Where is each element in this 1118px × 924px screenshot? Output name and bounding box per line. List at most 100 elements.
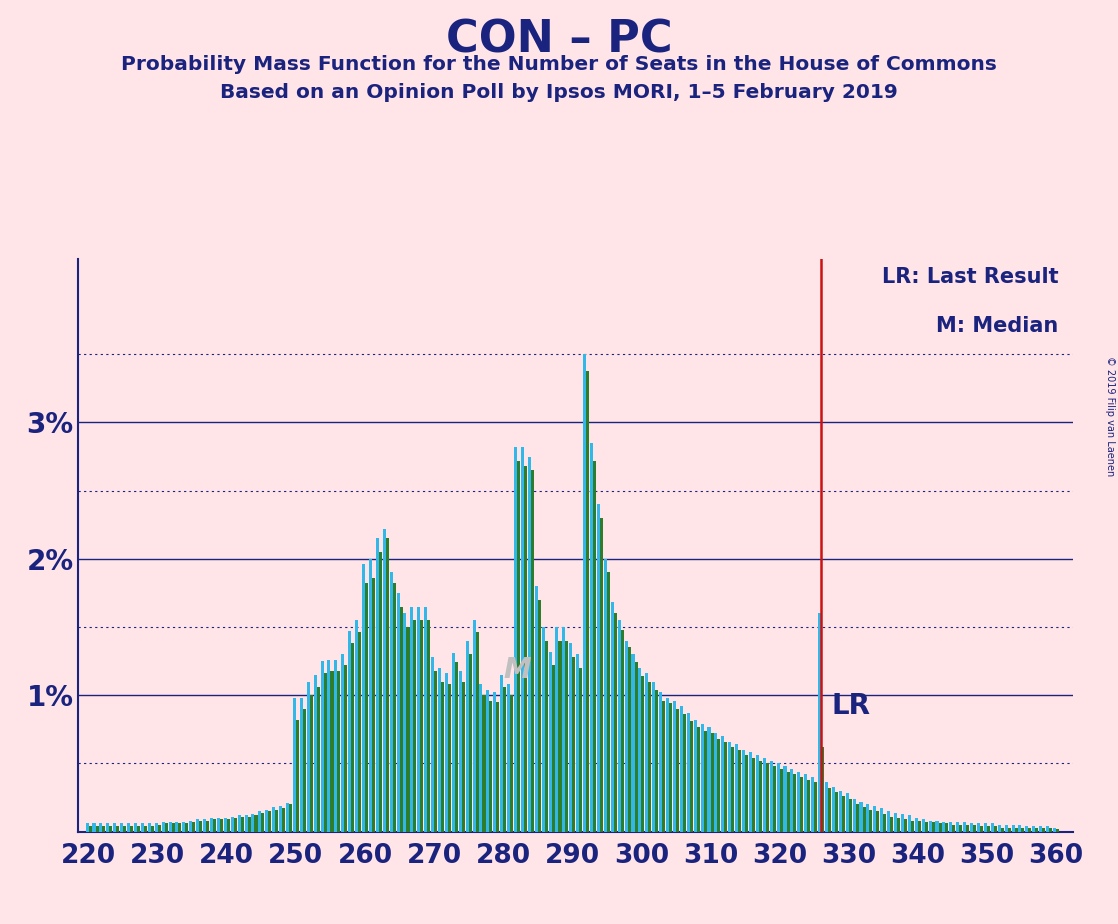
Bar	[818, 614, 821, 832]
Bar	[210, 818, 214, 832]
Bar	[632, 654, 635, 832]
Bar	[579, 668, 582, 832]
Bar	[176, 822, 179, 832]
Bar	[936, 821, 938, 832]
Bar	[686, 713, 690, 832]
Bar	[399, 606, 402, 832]
Bar	[386, 539, 389, 832]
Bar	[984, 823, 987, 832]
Bar	[911, 821, 913, 832]
Bar	[638, 668, 642, 832]
Bar	[1042, 828, 1045, 832]
Bar	[645, 674, 648, 832]
Bar	[275, 809, 278, 832]
Bar	[562, 627, 566, 832]
Bar	[524, 466, 527, 832]
Bar	[714, 734, 718, 832]
Bar	[1005, 825, 1007, 832]
Bar	[517, 460, 520, 832]
Bar	[154, 823, 158, 832]
Bar	[1046, 826, 1049, 832]
Bar	[901, 814, 904, 832]
Bar	[697, 726, 700, 832]
Bar	[480, 685, 483, 832]
Bar	[338, 671, 340, 832]
Bar	[255, 815, 257, 832]
Bar	[987, 826, 989, 832]
Bar	[473, 620, 475, 832]
Bar	[151, 826, 154, 832]
Bar	[566, 640, 568, 832]
Bar	[956, 822, 959, 832]
Bar	[1025, 826, 1029, 832]
Bar	[627, 648, 631, 832]
Bar	[538, 600, 541, 832]
Bar	[414, 620, 416, 832]
Bar	[860, 802, 862, 832]
Bar	[607, 573, 610, 832]
Bar	[392, 583, 396, 832]
Bar	[252, 814, 255, 832]
Bar	[814, 783, 817, 832]
Bar	[404, 614, 407, 832]
Bar	[510, 695, 513, 832]
Bar	[141, 823, 144, 832]
Bar	[282, 808, 285, 832]
Bar	[921, 820, 925, 832]
Bar	[490, 700, 492, 832]
Bar	[942, 822, 946, 832]
Bar	[756, 755, 759, 832]
Bar	[946, 823, 948, 832]
Bar	[559, 640, 561, 832]
Bar	[148, 823, 151, 832]
Bar	[290, 804, 292, 832]
Bar	[88, 826, 92, 832]
Bar	[397, 593, 399, 832]
Bar	[963, 822, 966, 832]
Bar	[832, 786, 835, 832]
Bar	[800, 777, 804, 832]
Bar	[812, 777, 814, 832]
Bar	[690, 721, 693, 832]
Bar	[455, 663, 458, 832]
Bar	[364, 583, 368, 832]
Bar	[227, 820, 230, 832]
Bar	[272, 807, 275, 832]
Bar	[293, 698, 296, 832]
Bar	[569, 643, 572, 832]
Bar	[130, 826, 133, 832]
Bar	[904, 820, 907, 832]
Bar	[784, 766, 787, 832]
Bar	[144, 826, 146, 832]
Bar	[508, 685, 510, 832]
Bar	[247, 817, 250, 832]
Bar	[528, 456, 531, 832]
Bar	[420, 620, 424, 832]
Bar	[773, 766, 776, 832]
Bar	[389, 573, 392, 832]
Bar	[777, 763, 779, 832]
Bar	[258, 811, 262, 832]
Bar	[86, 823, 88, 832]
Text: Based on an Opinion Poll by Ipsos MORI, 1–5 February 2019: Based on an Opinion Poll by Ipsos MORI, …	[220, 83, 898, 103]
Bar	[240, 817, 244, 832]
Bar	[310, 695, 313, 832]
Bar	[997, 825, 1001, 832]
Bar	[110, 826, 113, 832]
Bar	[1049, 828, 1052, 832]
Bar	[407, 627, 409, 832]
Bar	[341, 654, 344, 832]
Bar	[953, 825, 956, 832]
Bar	[138, 826, 140, 832]
Bar	[189, 821, 192, 832]
Bar	[620, 630, 624, 832]
Bar	[590, 443, 593, 832]
Bar	[593, 460, 596, 832]
Bar	[234, 818, 237, 832]
Bar	[745, 755, 748, 832]
Bar	[303, 709, 306, 832]
Bar	[514, 447, 517, 832]
Bar	[862, 807, 865, 832]
Bar	[286, 803, 290, 832]
Bar	[804, 774, 807, 832]
